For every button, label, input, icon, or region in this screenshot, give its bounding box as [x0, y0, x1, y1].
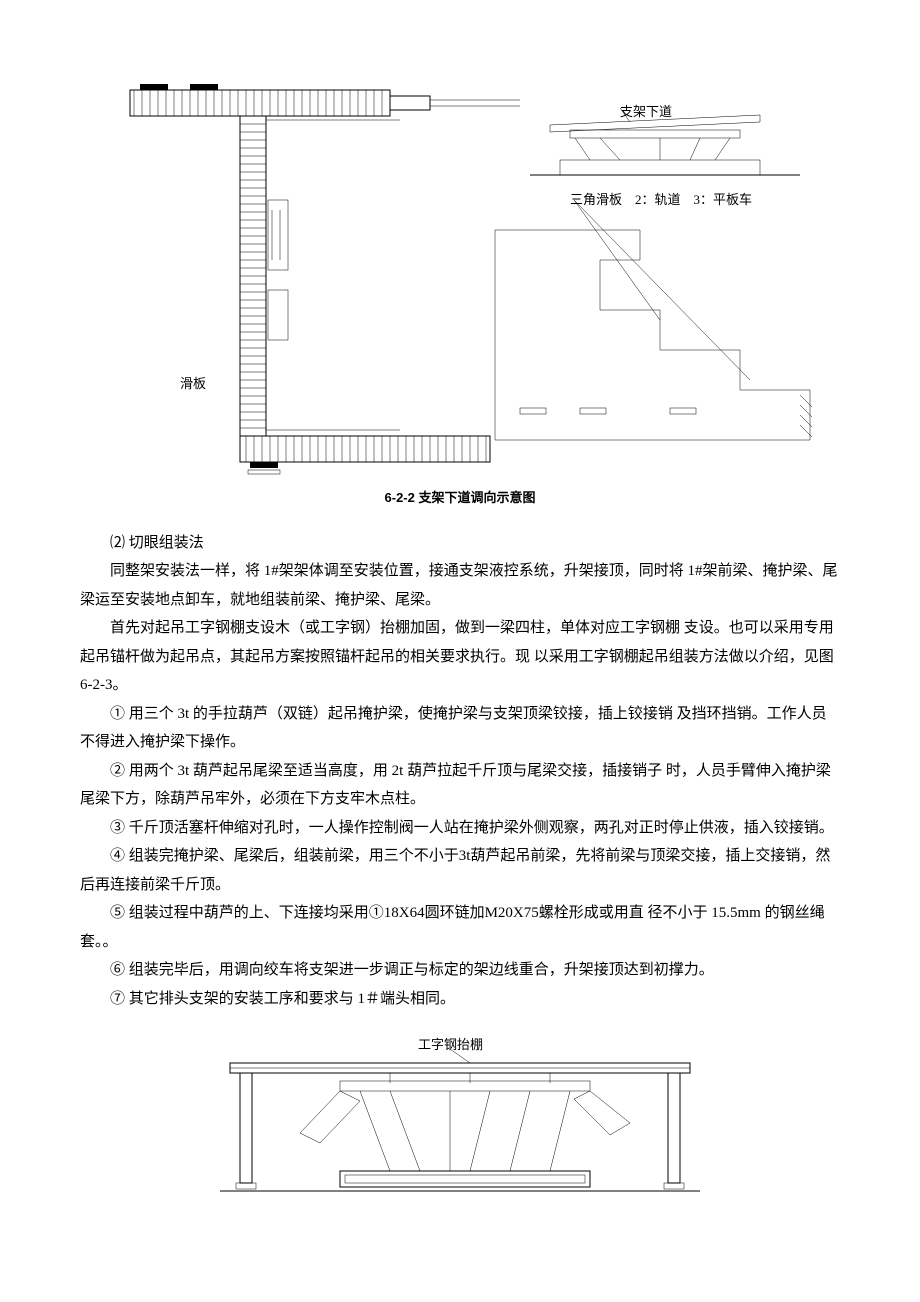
diagram-svg-2	[190, 1043, 730, 1203]
section-header: ⑵ 切眼组装法	[80, 529, 840, 558]
label-support-lower: 支架下道	[620, 100, 672, 125]
figure1-caption: 6-2-2 支架下道调向示意图	[80, 486, 840, 511]
label-ibeam-shed: 工字钢抬棚	[418, 1033, 483, 1058]
figure-6-2-3: 工字钢抬棚	[190, 1043, 730, 1203]
figure-6-2-2: 滑板 支架下道 三角滑板 2：轨道 3：平板车	[100, 60, 820, 480]
label-track: 2：轨道	[635, 192, 681, 207]
para-1: 同整架安装法一样，将 1#架架体调至安装位置，接通支架液控系统，升架接顶，同时将…	[80, 557, 840, 614]
item-3: ③ 千斤顶活塞杆伸缩对孔时，一人操作控制阀一人站在掩护梁外侧观察，两孔对正时停止…	[80, 814, 840, 843]
item-5: ⑤ 组装过程中葫芦的上、下连接均采用①18X64圆环链加M20X75螺栓形成或用…	[80, 899, 840, 956]
item-6: ⑥ 组装完毕后，用调向绞车将支架进一步调正与标定的架边线重合，升架接顶达到初撑力…	[80, 956, 840, 985]
para-2: 首先对起吊工字钢棚支设木（或工字钢）抬棚加固，做到一梁四柱，单体对应工字钢棚 支…	[80, 614, 840, 700]
item-4: ④ 组装完掩护梁、尾梁后，组装前梁，用三个不小于3t葫芦起吊前梁，先将前梁与顶梁…	[80, 842, 840, 899]
item-7: ⑦ 其它排头支架的安装工序和要求与 1＃端头相同。	[80, 985, 840, 1014]
label-triangle-slide: 三角滑板	[570, 192, 622, 207]
label-slide-plate: 滑板	[180, 372, 206, 397]
legend-row: 三角滑板 2：轨道 3：平板车	[570, 188, 752, 213]
item-2: ② 用两个 3t 葫芦起吊尾梁至适当高度，用 2t 葫芦拉起千斤顶与尾梁交接，插…	[80, 757, 840, 814]
label-flatcar: 3：平板车	[694, 192, 753, 207]
diagram-svg-1	[100, 60, 820, 480]
item-1: ① 用三个 3t 的手拉葫芦（双链）起吊掩护梁，使掩护梁与支架顶梁铰接，插上铰接…	[80, 700, 840, 757]
